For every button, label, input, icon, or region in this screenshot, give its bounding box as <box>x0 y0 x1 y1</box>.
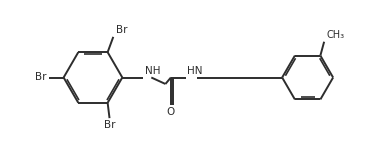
Text: Br: Br <box>104 120 115 130</box>
Text: NH: NH <box>145 66 160 76</box>
Text: Br: Br <box>116 25 128 35</box>
Text: CH₃: CH₃ <box>326 30 344 40</box>
Text: O: O <box>166 107 174 117</box>
Text: HN: HN <box>187 66 203 76</box>
Text: Br: Br <box>35 73 46 82</box>
